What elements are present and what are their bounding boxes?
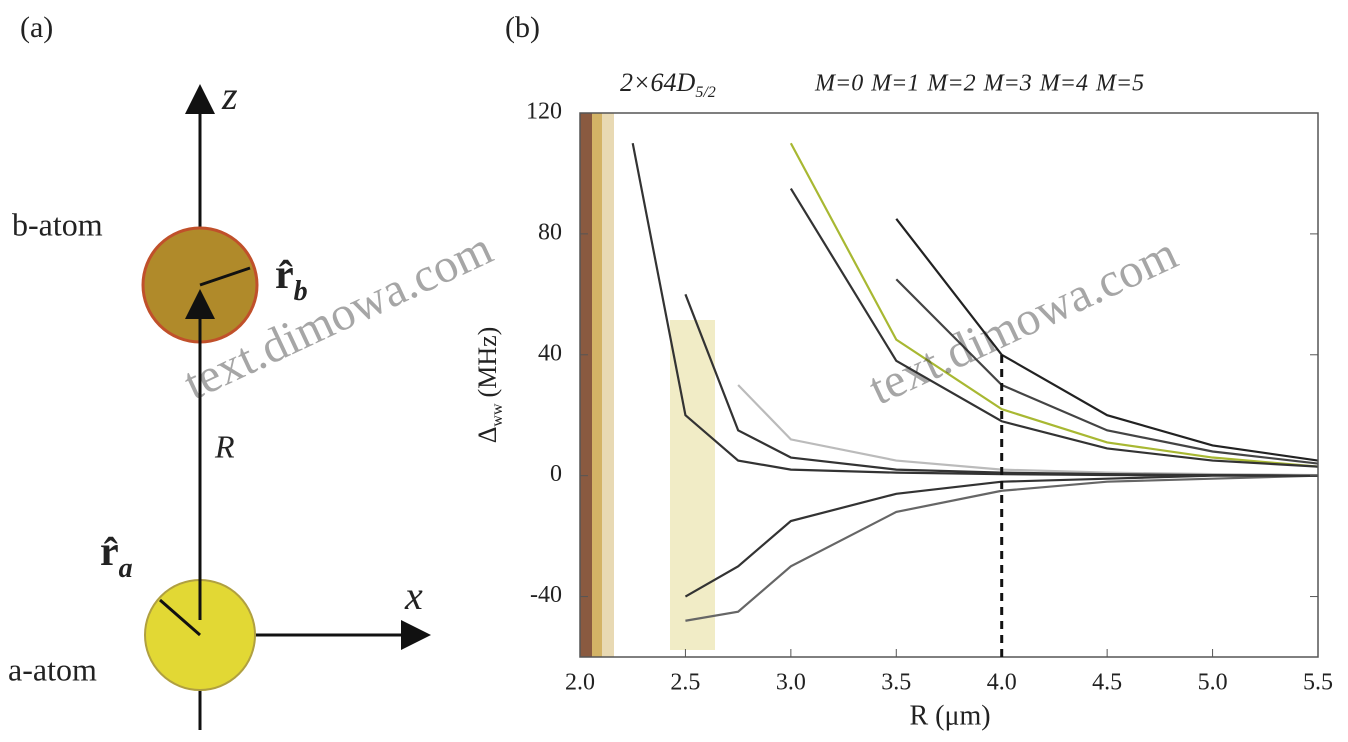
x-tick-label: 2.0 <box>565 670 595 696</box>
series-line <box>895 278 1318 465</box>
series-line <box>789 142 1318 468</box>
axis-label: x <box>404 573 423 618</box>
legend-entry: M=3 <box>983 71 1032 97</box>
shading <box>592 113 602 657</box>
y-tick-label: 40 <box>538 340 562 366</box>
y-tick-label: 0 <box>550 461 562 487</box>
distance-label: R <box>214 428 235 464</box>
y-tick-label: -40 <box>530 582 562 608</box>
legend-entry: M=5 <box>1095 71 1144 97</box>
legend-entry: M=4 <box>1039 71 1088 97</box>
vector-label: r̂b <box>275 252 308 308</box>
atom-label: b-atom <box>12 206 103 242</box>
x-tick-label: 3.0 <box>776 670 806 696</box>
x-tick-label: 4.0 <box>987 670 1017 696</box>
x-axis-label: R (μm) <box>909 700 990 731</box>
series-line <box>684 474 1318 598</box>
series-line <box>895 218 1318 462</box>
series-line <box>789 187 1318 468</box>
shading <box>580 113 592 657</box>
vector-label: r̂a <box>100 529 133 585</box>
x-tick-label: 5.0 <box>1198 670 1228 696</box>
axis-label: z <box>221 73 238 118</box>
unit-vector <box>199 266 251 287</box>
panel-label: (b) <box>505 11 540 44</box>
series-line <box>685 474 1318 622</box>
shading <box>602 113 614 657</box>
y-axis-label: Δww(MHz) <box>473 327 506 444</box>
x-tick-label: 2.5 <box>670 670 700 696</box>
legend-entry: M=2 <box>926 71 975 97</box>
plot-frame <box>579 112 1319 658</box>
x-tick-label: 3.5 <box>881 670 911 696</box>
y-tick-label: 120 <box>526 99 562 125</box>
unit-vector <box>159 598 201 637</box>
panel-label: (a) <box>20 11 53 44</box>
legend-entry: M=1 <box>870 71 919 97</box>
atom-label: a-atom <box>8 651 97 687</box>
watermark: text.dimowa.com <box>861 226 1185 415</box>
legend-entry: M=0 <box>814 71 863 97</box>
x-tick-label: 4.5 <box>1092 670 1122 696</box>
series-line <box>684 293 1318 477</box>
state-label: 2×64D5/2 <box>620 68 716 101</box>
plot-area <box>631 142 1318 622</box>
x-tick-label: 5.5 <box>1303 670 1333 696</box>
y-tick-label: 80 <box>538 219 562 245</box>
